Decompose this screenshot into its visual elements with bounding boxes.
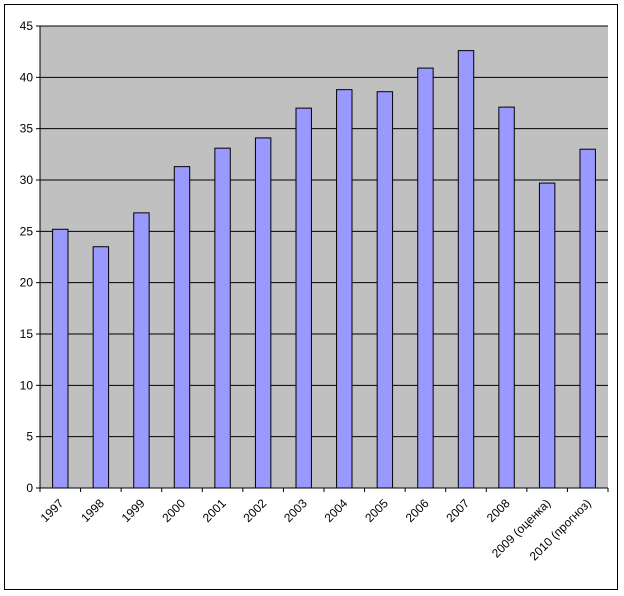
y-tick-label: 5 (26, 430, 33, 444)
y-tick-label: 45 (20, 19, 34, 33)
x-tick-label: 2006 (403, 496, 432, 525)
x-tick-label: 1999 (119, 496, 148, 525)
bar-1998 (92, 246, 110, 489)
bar-2009 (538, 182, 556, 489)
bar-2002 (254, 137, 272, 489)
plot-area (40, 26, 608, 488)
bar-1999 (133, 212, 150, 489)
x-tick-label: 1997 (38, 496, 67, 525)
y-tick-label: 15 (20, 327, 34, 341)
y-tick-label: 20 (20, 276, 34, 290)
x-tick-label: 2007 (443, 496, 472, 525)
bar-2000 (173, 166, 191, 489)
x-tick-label: 1998 (78, 496, 107, 525)
x-tick-label: 2001 (200, 496, 229, 525)
y-tick-label: 10 (20, 378, 34, 392)
x-tick-label: 2002 (240, 496, 269, 525)
y-tick-label: 30 (20, 173, 34, 187)
bars (52, 50, 596, 489)
x-tick-label: 2003 (281, 496, 310, 525)
x-tick-label: 2008 (484, 496, 513, 525)
bar-2007 (457, 50, 475, 489)
bar-2003 (295, 107, 312, 489)
x-tick-labels: 1997 1998 1999 2000 2001 2002 2003 2004 2005 2006… (38, 488, 609, 563)
y-tick-label: 0 (26, 481, 33, 495)
y-tick-label: 25 (20, 224, 34, 238)
bar-2001 (214, 147, 231, 489)
bar-1997 (52, 228, 69, 489)
x-tick-label: 2000 (159, 496, 188, 525)
bar-2006 (417, 67, 434, 489)
x-tick-label: 2005 (362, 496, 391, 525)
bar-2004 (336, 89, 353, 489)
y-tick-label: 40 (20, 70, 34, 84)
bar-2010 (579, 148, 596, 489)
x-tick-label: 2004 (322, 496, 351, 525)
bar-2008 (498, 106, 515, 489)
bar-2005 (376, 91, 394, 489)
y-tick-label: 35 (20, 122, 34, 136)
y-tick-labels: 0 5 10 15 20 25 30 35 40 45 (20, 19, 40, 495)
